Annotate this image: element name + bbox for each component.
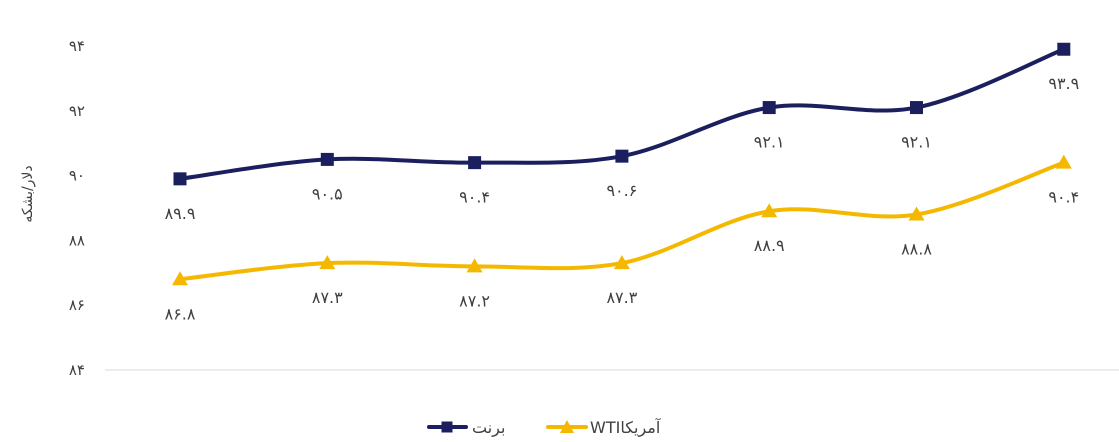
legend-wti-triangle-icon — [560, 420, 574, 433]
data-label: ۹۰.۶ — [606, 181, 637, 200]
data-point-marker — [613, 255, 630, 270]
data-label: ۹۰.۵ — [312, 184, 343, 203]
data-point-marker — [761, 203, 778, 218]
y-tick-label: ۹۴ — [69, 37, 85, 55]
data-label: ۹۰.۴ — [1048, 188, 1079, 207]
legend: برنت WTIآمریکا — [427, 418, 662, 438]
y-tick-label: ۹۲ — [69, 102, 85, 120]
data-point-marker — [173, 172, 187, 186]
data-point-marker — [468, 156, 482, 170]
data-label: ۸۷.۲ — [459, 291, 490, 310]
data-label: ۸۹.۹ — [165, 204, 196, 223]
y-axis-label: دلار/بشکه — [20, 165, 36, 222]
data-label: ۸۷.۳ — [606, 288, 637, 307]
legend-brent-square-icon — [441, 421, 453, 433]
data-point-marker — [466, 258, 483, 273]
y-tick-label: ۸۴ — [69, 361, 85, 379]
data-label: ۹۲.۱ — [901, 133, 932, 152]
data-point-marker — [615, 149, 629, 163]
legend-brent-label: برنت — [472, 418, 505, 438]
legend-wti-label: WTIآمریکا — [590, 418, 662, 438]
data-label: ۹۰.۴ — [459, 188, 490, 207]
data-point-marker — [910, 101, 923, 115]
data-label: ۸۷.۳ — [312, 288, 343, 307]
y-tick-label: ۸۸ — [69, 231, 85, 249]
series-layer: ۸۹.۹ ۹۰.۵ ۹۰.۴ ۹۰.۶ ۹۲.۱ ۹۲.۱ ۹۳.۹ ۸۶.۸ ۸۷.۳ ۸۷.۲… — [165, 42, 1079, 323]
data-point-marker — [908, 206, 925, 221]
data-label: ۸۶.۸ — [165, 304, 196, 323]
data-label: ۸۸.۹ — [754, 236, 785, 255]
data-label: ۸۸.۸ — [901, 239, 932, 258]
y-tick-label: ۸۶ — [69, 296, 85, 314]
legend-item-brent: برنت — [427, 418, 505, 438]
data-point-marker — [320, 152, 334, 166]
data-label: ۹۲.۱ — [754, 133, 785, 152]
y-axis-ticks: ۸۴ ۸۶ ۸۸ ۹۰ ۹۲ ۹۴ — [69, 37, 85, 379]
data-point-marker — [172, 271, 188, 286]
data-point-marker — [319, 255, 336, 270]
legend-item-wti: WTIآمریکا — [546, 418, 662, 438]
data-point-marker — [1057, 42, 1071, 56]
data-label: ۹۳.۹ — [1048, 74, 1079, 93]
data-point-marker — [1055, 154, 1072, 169]
y-tick-label: ۹۰ — [69, 167, 85, 185]
data-point-marker — [762, 101, 776, 115]
